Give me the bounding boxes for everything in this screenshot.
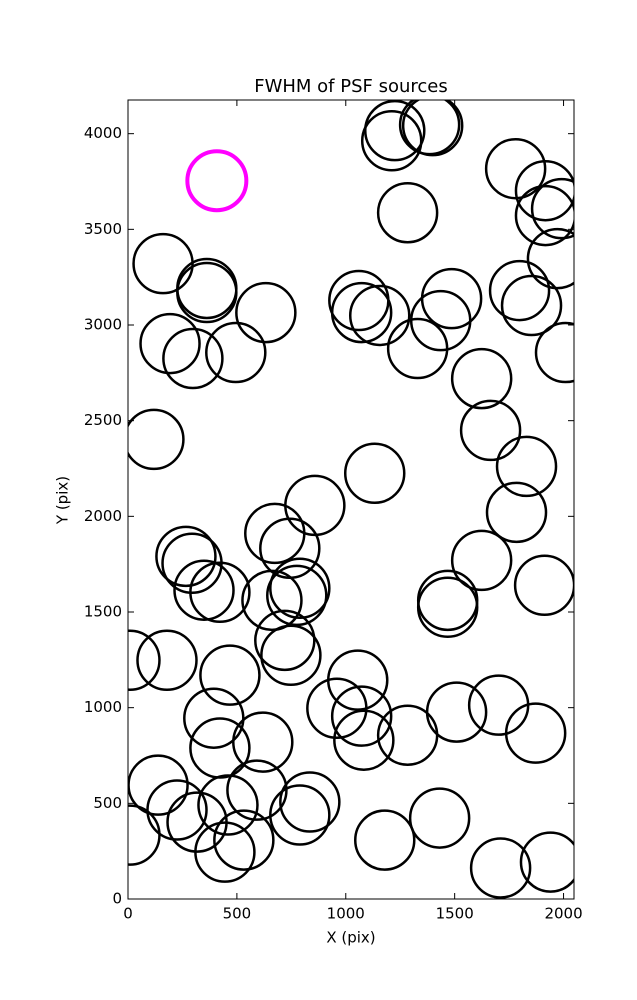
psf-source bbox=[513, 554, 574, 616]
psf-source bbox=[354, 809, 416, 871]
psf-source bbox=[306, 677, 368, 739]
psf-source bbox=[183, 687, 245, 749]
psf-source bbox=[376, 704, 439, 766]
psf-source bbox=[279, 771, 341, 833]
psf-source bbox=[128, 629, 161, 691]
x-tick-label: 2000 bbox=[544, 905, 582, 923]
psf-source bbox=[199, 644, 261, 706]
psf-source bbox=[226, 759, 288, 821]
psf-source bbox=[416, 576, 479, 638]
y-tick-label: 3000 bbox=[84, 316, 122, 334]
psf-source bbox=[519, 831, 574, 893]
y-tick-label: 4000 bbox=[84, 124, 122, 142]
psf-source bbox=[173, 559, 235, 621]
y-tick-label: 500 bbox=[93, 794, 122, 812]
psf-source bbox=[269, 784, 331, 846]
psf-source bbox=[136, 629, 198, 691]
psf-source bbox=[386, 317, 449, 380]
psf-source bbox=[348, 284, 411, 347]
y-tick-label: 3500 bbox=[84, 220, 122, 238]
psf-source bbox=[514, 184, 574, 247]
chart-title: FWHM of PSF sources bbox=[254, 76, 448, 97]
x-tick-label: 500 bbox=[223, 905, 252, 923]
x-tick-label: 1500 bbox=[436, 905, 474, 923]
reference-circle bbox=[185, 149, 249, 213]
psf-source bbox=[333, 709, 395, 771]
psf-source bbox=[408, 787, 471, 849]
psf-source bbox=[128, 408, 185, 471]
psf-source bbox=[500, 274, 563, 337]
y-tick-label: 1000 bbox=[84, 698, 122, 716]
psf-source bbox=[376, 181, 439, 244]
psf-source bbox=[534, 321, 574, 384]
psf-source bbox=[450, 347, 513, 410]
psf-source bbox=[530, 177, 574, 240]
psf-source bbox=[139, 312, 201, 375]
psf-source bbox=[176, 261, 238, 324]
psf-source bbox=[232, 711, 294, 773]
psf-source bbox=[197, 774, 259, 836]
psf-source bbox=[244, 502, 306, 565]
psf-source bbox=[162, 327, 224, 390]
psf-source bbox=[514, 159, 574, 222]
psf-source bbox=[450, 529, 513, 592]
psf-source bbox=[269, 557, 331, 620]
psf-source bbox=[488, 259, 551, 322]
psf-source bbox=[459, 399, 522, 462]
psf-source bbox=[189, 561, 251, 624]
plot-area bbox=[128, 100, 574, 899]
psf-source bbox=[235, 281, 297, 344]
psf-source bbox=[241, 569, 303, 632]
y-tick-label: 1500 bbox=[84, 603, 122, 621]
psf-source bbox=[485, 481, 548, 544]
psf-source bbox=[213, 809, 275, 871]
psf-source bbox=[260, 624, 322, 686]
y-tick-label: 2000 bbox=[84, 507, 122, 525]
x-tick-label: 0 bbox=[123, 905, 133, 923]
y-tick-label: 2500 bbox=[84, 411, 122, 429]
psf-source bbox=[398, 100, 461, 156]
psf-source bbox=[343, 442, 406, 505]
axes-frame bbox=[127, 99, 575, 900]
psf-source bbox=[194, 821, 256, 883]
psf-source bbox=[205, 321, 267, 384]
y-tick-label: 0 bbox=[112, 890, 122, 908]
psf-source bbox=[330, 281, 393, 344]
psf-source bbox=[526, 227, 574, 290]
psf-source bbox=[128, 754, 189, 816]
psf-source bbox=[469, 837, 532, 899]
psf-source bbox=[504, 702, 567, 764]
psf-source bbox=[484, 137, 547, 200]
psf-source bbox=[266, 564, 328, 627]
x-axis-label: X (pix) bbox=[326, 929, 375, 947]
x-tick-label: 1000 bbox=[327, 905, 365, 923]
psf-source bbox=[254, 609, 316, 672]
psf-source bbox=[495, 435, 558, 498]
y-axis-label: Y (pix) bbox=[54, 476, 72, 525]
psf-source bbox=[330, 685, 393, 747]
psf-source bbox=[128, 804, 161, 866]
psf-source bbox=[155, 525, 217, 588]
psf-source bbox=[360, 110, 423, 172]
psf-source bbox=[364, 100, 426, 162]
